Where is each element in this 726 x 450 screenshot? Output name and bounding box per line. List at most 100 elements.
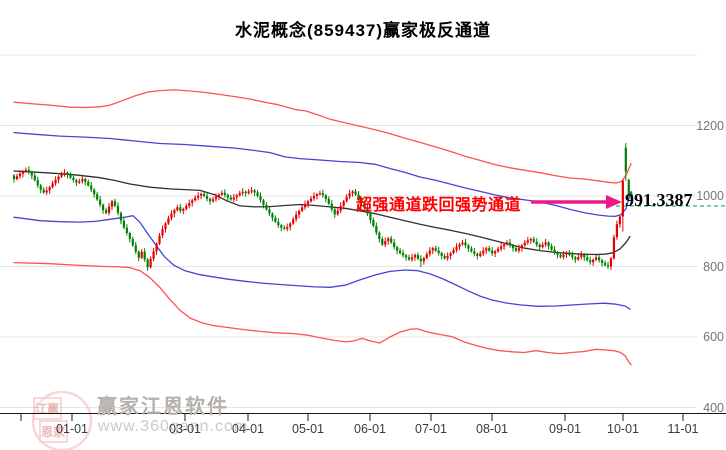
candle-body — [256, 192, 259, 196]
candle-body — [458, 244, 461, 247]
candle-body — [348, 193, 351, 197]
candle-body — [170, 213, 173, 219]
candle-body — [592, 259, 595, 263]
channel-lower-blue — [13, 215, 631, 310]
candle-body — [90, 185, 93, 190]
candle-body — [354, 191, 357, 195]
candle-body — [179, 207, 182, 211]
candle-body — [253, 190, 256, 193]
candle-body — [131, 239, 134, 246]
candle-body — [491, 250, 494, 254]
seal-box-bottom — [39, 420, 68, 443]
candle-body — [149, 258, 152, 268]
candle-body — [455, 246, 458, 250]
candle-body — [547, 242, 550, 247]
candle-body — [60, 174, 63, 177]
candle-body — [520, 245, 523, 249]
candle-body — [78, 181, 81, 183]
candle-body — [476, 253, 479, 256]
candle-body — [75, 180, 78, 183]
price-value-label: 991.3387 — [625, 190, 693, 210]
candle-body — [63, 172, 66, 175]
candle-body — [119, 212, 123, 221]
candle-body — [72, 177, 75, 181]
candle-body — [526, 240, 529, 243]
x-axis-label: 07-01 — [415, 422, 447, 436]
candle-body — [449, 253, 452, 256]
candle-body — [318, 193, 322, 195]
arrow-head-icon — [606, 195, 622, 209]
candle-body — [241, 191, 244, 194]
candle-body — [312, 196, 316, 199]
candle-body — [21, 171, 25, 174]
watermark-brand: 赢家江恩软件 — [97, 396, 229, 418]
candle-body — [324, 195, 327, 199]
candle-body — [375, 225, 378, 233]
candle-body — [562, 254, 565, 257]
candle-body — [12, 175, 16, 180]
candle-body — [404, 255, 408, 258]
candle-body — [363, 203, 366, 208]
candle-body — [104, 210, 108, 213]
candle-body — [434, 248, 437, 251]
candle-body — [152, 251, 155, 259]
candle-body — [93, 189, 96, 195]
candle-body — [407, 257, 411, 260]
candle-body — [96, 194, 99, 200]
candle-body — [300, 207, 304, 211]
candle-body — [107, 206, 111, 213]
candle-body — [559, 254, 562, 257]
candle-body — [369, 213, 372, 220]
y-axis-label: 600 — [703, 330, 724, 344]
candle-body — [143, 251, 146, 260]
candle-body — [122, 220, 125, 228]
candle-body — [164, 223, 167, 230]
candle-body — [440, 253, 443, 256]
candle-body — [99, 199, 102, 205]
candle-body — [200, 193, 203, 196]
candle-body — [303, 204, 307, 208]
candle-body — [113, 201, 117, 206]
candle-body — [250, 190, 253, 192]
candle-body — [185, 205, 188, 210]
candle-body — [595, 257, 598, 260]
gridlines — [0, 54, 697, 408]
candle-body — [309, 198, 313, 202]
candle-body — [419, 258, 422, 262]
candle-body — [425, 254, 428, 259]
candle-body — [345, 196, 348, 202]
x-axis-label: 10-01 — [607, 422, 639, 436]
watermark-url: www.360gann.com — [98, 418, 249, 435]
candle-body — [583, 254, 586, 258]
candle-body — [393, 242, 396, 248]
candle-body — [158, 235, 161, 244]
candle-body — [45, 190, 48, 193]
candle-body — [523, 242, 526, 246]
candle-body — [511, 245, 515, 249]
candle-body — [387, 238, 390, 242]
y-axis-label: 1200 — [696, 118, 724, 133]
candle-body — [497, 248, 500, 252]
candle-body — [621, 180, 624, 217]
candle-body — [597, 257, 601, 261]
candle-body — [274, 217, 277, 222]
y-axis-label: 400 — [703, 400, 724, 415]
candle-body — [473, 251, 476, 254]
candle-body — [306, 201, 310, 205]
candle-body — [36, 180, 39, 186]
candle-body — [33, 175, 36, 181]
candle-body — [479, 253, 482, 256]
candle-body — [366, 207, 369, 214]
seal-text-bottom: 恩家 — [41, 424, 66, 439]
candle-body — [182, 209, 185, 211]
candle-body — [612, 237, 616, 259]
candle-body — [161, 229, 164, 236]
candle-body — [271, 213, 274, 218]
candle-body — [247, 191, 250, 194]
y-axis-label: 1000 — [696, 189, 724, 203]
candle-body — [229, 197, 232, 200]
candle-body — [431, 248, 434, 251]
candle-body — [630, 194, 633, 200]
